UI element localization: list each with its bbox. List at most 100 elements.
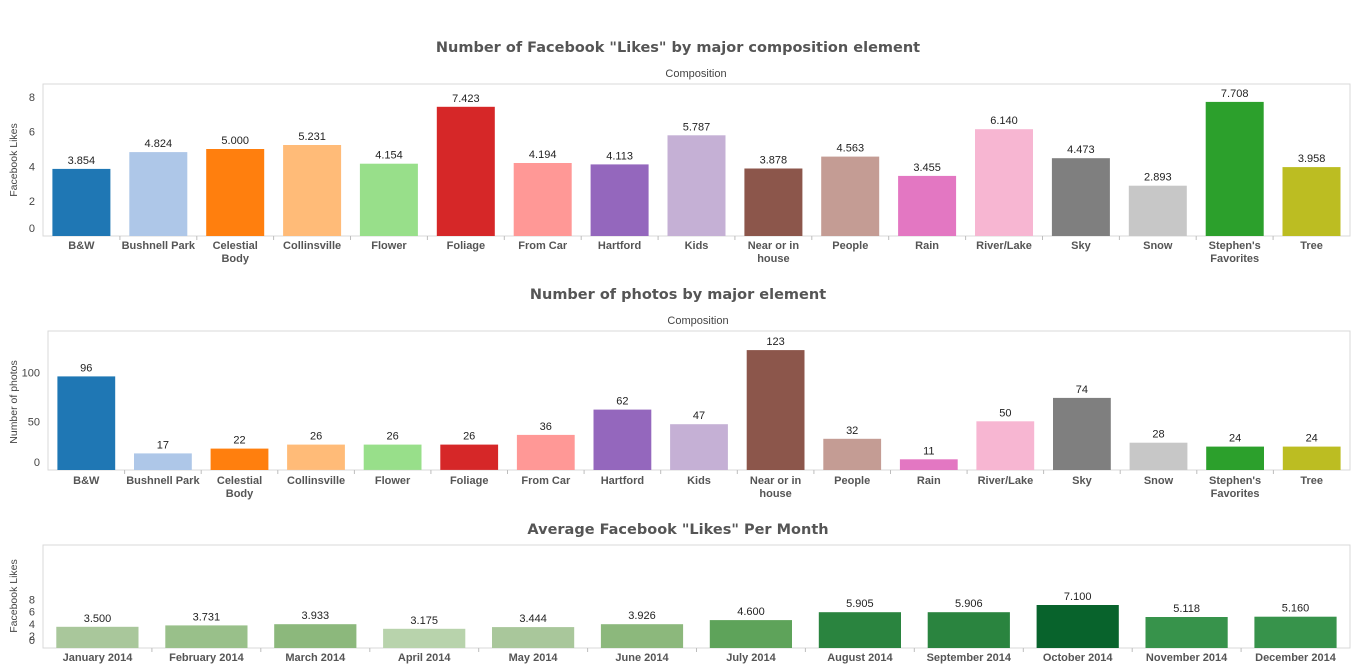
chart1-data-label: 4.113 — [606, 150, 633, 162]
chart2-x-tick-label: Collinsville — [287, 475, 345, 487]
chart2-bar — [593, 409, 652, 470]
chart2-data-label: 24 — [1229, 433, 1241, 445]
likes-by-composition-chart: Number of Facebook "Likes" by major comp… — [8, 40, 1351, 265]
chart1-x-tick-label: Snow — [1143, 240, 1173, 252]
chart1-x-tick-label: Hartford — [598, 240, 641, 252]
chart2-x-axis: B&W Bushnell Park Celestial Body Collinsvill… — [73, 470, 1323, 500]
chart2-bar — [1282, 446, 1341, 470]
chart1-bar — [744, 168, 803, 236]
chart1-bar — [975, 129, 1033, 236]
chart2-bar — [363, 444, 422, 470]
chart3-x-tick-label: January 2014 — [63, 652, 134, 664]
chart2-y-tick-label: 50 — [28, 416, 40, 428]
chart1-data-labels: 3.854 4.824 5.000 5.231 4.154 7.423 4.194 4.113… — [68, 88, 1326, 184]
chart1-bar — [1205, 101, 1264, 237]
chart1-y-tick-label: 0 — [29, 223, 35, 235]
photos-by-element-chart: Number of photos by major element Compos… — [8, 287, 1351, 500]
chart3-x-tick-label: July 2014 — [726, 652, 776, 664]
chart1-y-tick-label: 2 — [29, 196, 35, 208]
chart3-data-labels: 3.500 3.731 3.933 3.175 3.444 3.926 4.600 5.905… — [84, 591, 1310, 627]
chart3-bar — [56, 626, 139, 648]
chart3-data-label: 3.444 — [519, 613, 547, 625]
chart3-data-label: 4.600 — [737, 606, 765, 618]
chart3-ylabel: Facebook Likes — [8, 559, 20, 633]
chart2-x-tick-label: Stephen's Favorites — [1209, 475, 1261, 500]
chart3-x-tick-label: November 2014 — [1146, 652, 1228, 664]
chart2-ylabel: Number of photos — [8, 360, 20, 443]
chart2-data-label: 26 — [386, 431, 398, 443]
chart3-bar — [927, 612, 1010, 648]
chart1-data-label: 5.000 — [221, 135, 249, 147]
chart2-data-label: 50 — [999, 407, 1011, 419]
chart3-bar — [600, 624, 684, 648]
chart2-x-tick-label: Sky — [1072, 475, 1092, 487]
chart3-x-tick-label: August 2014 — [827, 652, 893, 664]
chart1-data-label: 5.787 — [683, 121, 711, 133]
chart2-y-axis: 0 50 100 — [22, 368, 40, 470]
chart2-bar — [976, 421, 1035, 471]
chart3-data-label: 3.926 — [628, 610, 656, 622]
chart1-bars — [52, 101, 1341, 237]
chart2-data-label: 17 — [157, 439, 169, 451]
chart3-data-label: 3.933 — [302, 610, 330, 622]
chart2-bar — [670, 424, 728, 470]
chart1-bar — [283, 145, 342, 236]
chart2-x-tick-label: Foliage — [450, 475, 489, 487]
chart1-y-tick-label: 8 — [29, 92, 35, 104]
chart2-bar — [210, 448, 269, 470]
chart3-bar — [165, 625, 248, 648]
chart3-y-tick-label: 0 — [29, 635, 35, 647]
chart2-y-tick-label: 0 — [34, 457, 40, 469]
chart1-bar — [821, 156, 880, 236]
chart3-bar — [709, 620, 792, 648]
chart2-bar — [516, 434, 575, 470]
chart1-bar — [1051, 158, 1110, 236]
chart1-y-tick-label: 4 — [29, 161, 35, 173]
chart1-bar — [206, 149, 265, 236]
chart1-bar — [590, 164, 649, 236]
chart3-y-tick-label: 8 — [29, 595, 35, 607]
chart1-x-tick-label: Near or in house — [748, 240, 800, 265]
chart1-x-tick-label: Bushnell Park — [122, 240, 196, 252]
chart2-data-label: 62 — [616, 396, 628, 408]
chart2-data-label: 24 — [1306, 433, 1318, 445]
chart1-x-tick-label: Stephen's Favorites — [1209, 240, 1261, 265]
chart3-bar — [492, 627, 575, 648]
chart1-x-tick-label: Collinsville — [283, 240, 341, 252]
chart2-bar — [899, 459, 958, 470]
chart3-data-label: 3.175 — [410, 615, 438, 627]
chart3-data-label: 5.906 — [955, 598, 983, 610]
chart2-data-label: 26 — [310, 431, 322, 443]
chart2-x-tick-label: Snow — [1144, 475, 1174, 487]
chart2-bar — [134, 453, 192, 470]
chart1-data-label: 4.824 — [145, 138, 173, 150]
chart3-x-axis: January 2014 February 2014 March 2014 April… — [63, 648, 1337, 664]
chart1-data-label: 3.854 — [68, 155, 96, 167]
chart1-ylabel: Facebook Likes — [8, 123, 20, 197]
chart2-x-tick-label: Tree — [1300, 475, 1323, 487]
chart1-data-label: 4.194 — [529, 149, 557, 161]
chart1-data-label: 4.154 — [375, 150, 403, 162]
chart1-bar — [359, 163, 418, 236]
chart1-bar — [667, 135, 726, 236]
chart1-bar — [52, 168, 111, 236]
chart1-subtitle: Composition — [665, 68, 726, 80]
chart1-bar — [436, 106, 495, 236]
chart2-bar — [440, 444, 499, 470]
chart2-data-label: 36 — [540, 421, 552, 433]
chart1-data-label: 3.958 — [1298, 153, 1326, 165]
chart1-bar — [1128, 185, 1187, 236]
chart3-data-label: 3.731 — [193, 611, 221, 623]
chart2-subtitle: Composition — [667, 315, 728, 327]
chart1-x-tick-label: Flower — [371, 240, 407, 252]
chart2-data-label: 28 — [1152, 429, 1164, 441]
chart2-data-label: 47 — [693, 410, 705, 422]
chart1-y-tick-label: 6 — [29, 127, 35, 139]
chart3-x-tick-label: June 2014 — [615, 652, 669, 664]
chart1-x-tick-label: Sky — [1071, 240, 1091, 252]
chart3-title: Average Facebook "Likes" Per Month — [527, 522, 828, 538]
chart3-bar — [274, 624, 357, 648]
chart2-x-tick-label: Kids — [687, 475, 711, 487]
chart2-x-tick-label: River/Lake — [978, 475, 1034, 487]
